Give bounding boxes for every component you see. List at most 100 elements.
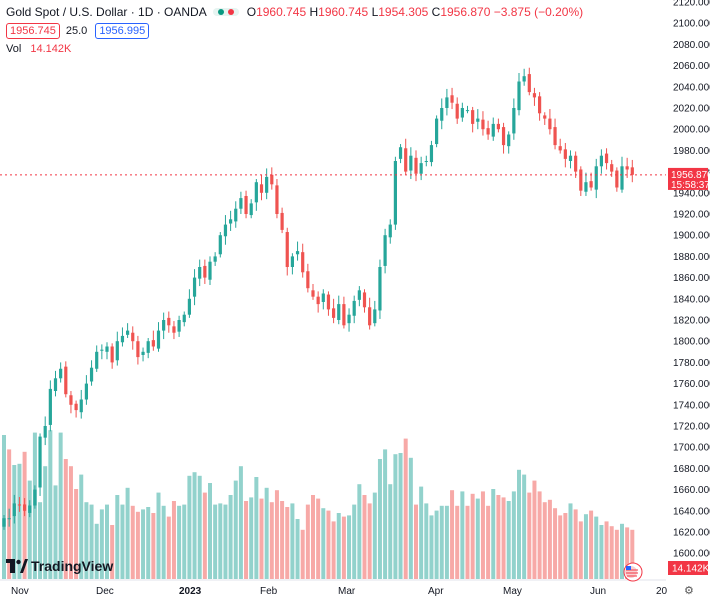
time-axis[interactable]: Nov Dec 2023 Feb Mar Apr May Jun 20 [11,586,668,597]
price-tick-label: 2000.000 [673,125,710,136]
volume-bar [285,507,290,579]
candle [321,289,325,310]
candle [507,131,511,154]
countdown-text: 15:58:37 [671,180,710,191]
volume-bar [573,509,578,579]
volume-bar [501,497,506,579]
volume-bar [465,505,470,579]
candle [543,112,547,125]
candle [177,315,181,337]
candle [239,191,243,214]
candle [404,138,408,175]
candle [74,400,78,418]
volume-bar [27,480,32,579]
flag-icon[interactable] [623,562,643,582]
candle [316,291,320,313]
candle [203,259,207,284]
volume-bar [182,504,187,579]
price-axis[interactable]: 1600.000 1620.000 1640.000 1660.000 1680.000… [673,0,710,560]
volume-bar [280,501,285,579]
candle [378,259,382,319]
price-tick-label: 1980.000 [673,146,710,157]
time-tick-label: Apr [428,586,444,597]
candle [548,109,552,135]
volume-bar [244,501,249,579]
volume-bar [496,495,501,579]
candle [115,331,119,366]
candle [151,330,155,351]
volume-bar [517,469,521,579]
volume-bar [455,505,460,579]
brand-name: TradingView [31,558,114,574]
candle [465,105,470,114]
volume-bar [506,501,511,579]
volume-bar [537,491,542,579]
volume-bar [264,487,269,579]
candle [558,138,562,154]
volume-bar [553,508,558,579]
candle [59,362,63,383]
candle [496,118,500,133]
candle [476,109,480,130]
candle [337,295,341,325]
candle [311,283,315,300]
candle [584,172,588,196]
volume-bar [269,502,274,579]
candle [275,179,279,219]
volume-bar [259,498,264,579]
candle [383,228,387,274]
candle [625,157,629,178]
candle [522,68,526,86]
volume-bar [491,489,496,579]
settings-gear-icon[interactable]: ⚙ [684,585,694,597]
candle [409,147,413,180]
candle [213,252,217,266]
market-status-indicator[interactable] [212,8,239,16]
volume-bar [305,504,310,579]
volume-bar [105,504,109,579]
volume-bar [522,474,527,579]
price-tick-label: 2100.000 [673,19,710,30]
symbol-title[interactable]: Gold Spot / U.S. Dollar · 1D · OANDA [6,5,207,19]
candle [419,156,423,181]
sell-button[interactable]: 1956.745 [6,23,60,39]
candle [192,269,197,306]
volume-bar [197,475,202,579]
candle [388,219,392,244]
price-tick-label: 1700.000 [673,443,710,454]
volume-bars [2,430,635,579]
candle [162,312,166,340]
volume-bar [434,510,439,579]
candle [362,289,367,313]
tradingview-logo[interactable]: TradingView [6,558,113,574]
price-tick-label: 1620.000 [673,528,710,539]
volume-bar [238,466,243,579]
volume-legend[interactable]: Vol 14.142K [6,43,71,55]
candle [249,199,253,219]
volume-bar [583,514,588,579]
candle [182,311,186,327]
candle [368,297,372,330]
candle [604,148,609,170]
volume-bar [68,466,73,579]
candle [455,97,459,124]
candle [579,166,583,196]
price-tick-label: 2040.000 [673,82,710,93]
candle [223,215,228,245]
candle [398,144,403,164]
last-price-text: 1956.870 [671,170,710,181]
spread-value: 25.0 [65,25,88,37]
candle [234,201,238,228]
volume-bar [393,454,398,579]
volume-bar [141,509,146,579]
candle [95,345,99,372]
time-tick-label: Feb [260,586,278,597]
candle [110,343,114,369]
status-dot-icon [217,9,224,15]
candle [332,298,336,324]
buy-button[interactable]: 1956.995 [95,23,150,39]
volume-bar [125,487,130,579]
volume-bar [439,505,444,579]
price-tick-label: 1940.000 [673,188,710,199]
